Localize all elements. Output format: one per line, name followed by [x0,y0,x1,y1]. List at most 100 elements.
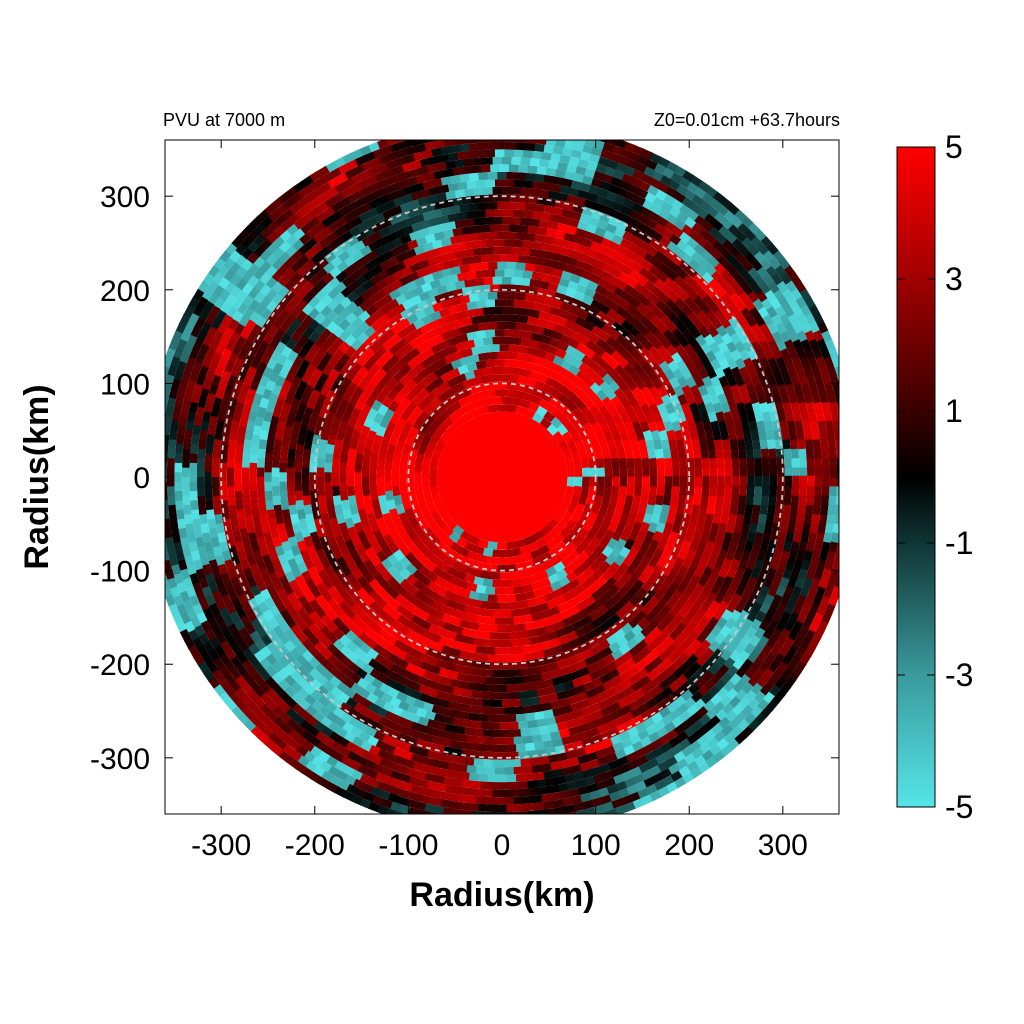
heatmap-cell [375,391,388,404]
heatmap-cell [700,447,709,459]
heatmap-cell [449,235,461,245]
heatmap-cell [249,462,258,474]
heatmap-cell [554,744,567,755]
heatmap-cell [324,472,332,483]
heatmap-cell [615,520,627,533]
heatmap-cell [517,375,529,385]
heatmap-cell [754,410,764,422]
heatmap-cell [220,443,229,455]
heatmap-cell [471,599,483,609]
heatmap-cell [534,711,546,720]
heatmap-cell [438,729,451,740]
heatmap-cell [572,677,585,688]
heatmap-cell [393,714,407,726]
heatmap-cell [529,394,542,406]
heatmap-cell [464,605,476,615]
heatmap-cell [583,621,596,634]
heatmap-cell [386,752,399,764]
heatmap-cell [395,251,408,263]
heatmap-cell [447,336,460,347]
heatmap-cell [759,540,770,552]
heatmap-cell [423,549,437,562]
heatmap-cell [421,585,434,598]
heatmap-cell [582,467,590,477]
heatmap-cell [494,299,505,307]
heatmap-cell [455,181,468,191]
heatmap-cell [195,536,205,549]
heatmap-cell [526,597,539,608]
heatmap-cell [689,539,700,552]
heatmap-cell [741,521,751,534]
heatmap-cell [551,237,564,247]
heatmap-cell [401,421,413,434]
heatmap-cell [335,385,348,399]
heatmap-cell [294,490,304,502]
heatmap-cell [274,545,286,558]
heatmap-cell [467,232,479,242]
heatmap-cell [325,499,335,511]
heatmap-cell [230,576,242,590]
heatmap-cell [506,404,517,413]
heatmap-cell [453,189,466,199]
heatmap-cell [372,687,386,700]
heatmap-cell [374,697,388,709]
heatmap-cell [572,708,585,720]
heatmap-cell [410,222,423,233]
heatmap-cell [593,317,606,330]
heatmap-cell [444,190,456,200]
heatmap-cell [543,531,556,544]
heatmap-cell [523,384,536,395]
heatmap-cell [679,466,688,477]
heatmap-cell [573,349,586,361]
heatmap-cell [508,284,519,293]
heatmap-cell [677,447,687,459]
heatmap-cell [316,486,326,497]
heatmap-cell [525,742,537,752]
heatmap-cell [435,503,447,516]
heatmap-cell [245,420,256,433]
heatmap-cell [531,580,543,591]
heatmap-cell [408,744,421,755]
heatmap-cell [550,388,563,400]
heatmap-cell [447,762,460,772]
heatmap-cell [262,554,273,567]
heatmap-cell [497,684,508,693]
heatmap-cell [478,743,490,752]
heatmap-cell [778,364,790,378]
heatmap-cell [470,315,482,325]
heatmap-cell [589,669,602,681]
heatmap-cell [739,592,751,605]
heatmap-cell [594,528,607,541]
heatmap-cell [681,512,692,525]
heatmap-cell [248,532,258,544]
heatmap-cell [610,233,624,245]
heatmap-cell [597,244,611,256]
heatmap-cell [322,577,335,591]
heatmap-cell [724,457,733,468]
heatmap-cell [449,541,462,554]
heatmap-cell [641,579,654,592]
heatmap-cell [421,242,434,253]
heatmap-cell [562,648,575,660]
heatmap-cell [565,194,578,204]
heatmap-cell [596,723,610,735]
heatmap-cell [570,701,583,712]
heatmap-cell [742,374,753,387]
heatmap-cell [529,757,541,766]
heatmap-cell [503,299,514,307]
heatmap-cell [429,467,438,478]
heatmap-cell [532,387,545,398]
heatmap-cell [294,481,303,493]
heatmap-cell [755,592,767,606]
heatmap-cell [590,352,604,365]
heatmap-cell [607,379,620,393]
heatmap-cell [627,476,635,487]
heatmap-cell [660,530,671,543]
heatmap-cell [684,530,695,543]
heatmap-cell [406,574,419,587]
heatmap-cell [602,229,615,241]
heatmap-cell [197,397,207,410]
heatmap-cell [528,308,540,319]
heatmap-cell [418,565,431,578]
heatmap-cell [639,420,651,433]
